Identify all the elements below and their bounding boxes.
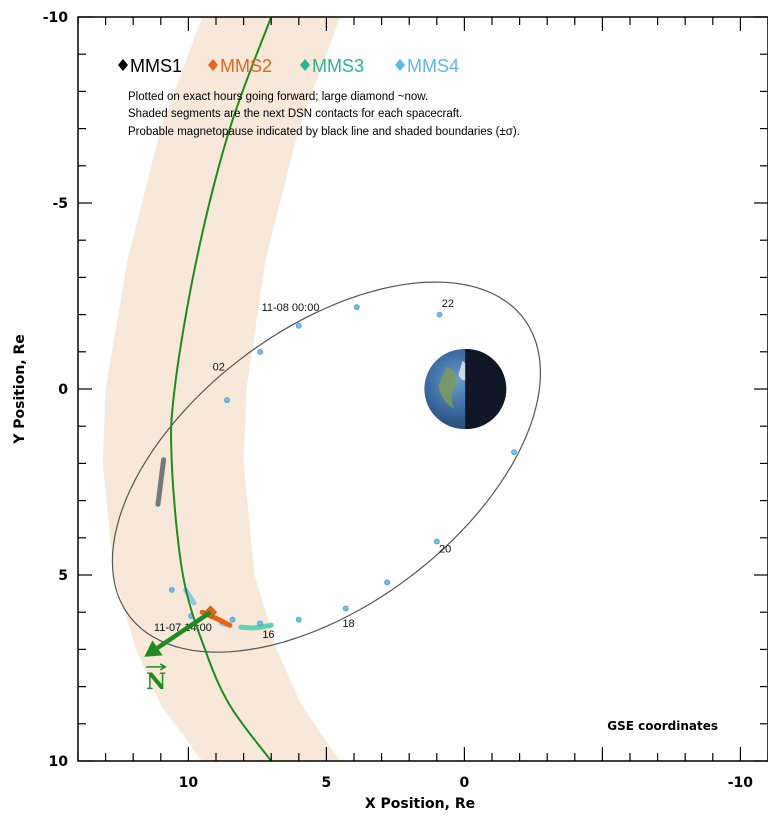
y-tick-label: 5 xyxy=(58,568,68,584)
orbit-time-label: 20 xyxy=(439,544,451,556)
orbit-time-label: 11-08 00:00 xyxy=(262,302,320,314)
hour-marker xyxy=(436,311,443,318)
hour-marker xyxy=(224,397,230,404)
x-axis-title: X Position, Re xyxy=(365,796,475,812)
orbit-time-label: 02 xyxy=(213,361,225,373)
dsn-segment-mms1 xyxy=(155,457,167,507)
dsn-segment-mms3 xyxy=(238,622,274,631)
hour-marker xyxy=(433,538,440,545)
hour-marker xyxy=(295,616,302,623)
hour-marker xyxy=(295,322,302,329)
note-line-3: Probable magnetopause indicated by black… xyxy=(128,126,520,138)
orbit-path xyxy=(111,281,542,653)
y-tick-label: -5 xyxy=(52,196,68,212)
magnetopause-line xyxy=(170,17,273,761)
legend-marker-mms2 xyxy=(208,59,218,71)
note-line-1: Plotted on exact hours going forward; la… xyxy=(128,91,428,103)
x-tick-label: 0 xyxy=(460,775,470,791)
hour-marker xyxy=(168,586,175,593)
legend-label-mms3: MMS3 xyxy=(312,56,364,76)
x-tick-label: 5 xyxy=(322,775,332,791)
hour-marker xyxy=(511,449,517,456)
y-tick-label: -10 xyxy=(43,10,69,26)
coordinate-system-label: GSE coordinates xyxy=(607,719,718,733)
y-tick-label: 10 xyxy=(49,754,69,770)
hour-marker xyxy=(342,605,349,612)
orbit-time-label: 11-07 14:00 xyxy=(154,622,212,634)
legend-marker-mms3 xyxy=(300,59,310,71)
plot-area: 11-08 00:00 22 02 20 18 16 11-07 14:00 N xyxy=(102,17,542,761)
axis-ticks: 10 5 0 -10 -10 -5 0 5 10 xyxy=(43,10,768,791)
hour-marker xyxy=(257,348,264,355)
x-tick-label: 10 xyxy=(179,775,199,791)
legend-label-mms2: MMS2 xyxy=(220,56,272,76)
earth-icon xyxy=(424,348,507,430)
normal-vector-arrowhead xyxy=(144,640,163,657)
orbit-time-label: 22 xyxy=(442,298,454,310)
hour-marker xyxy=(353,304,360,311)
y-tick-label: 0 xyxy=(58,382,68,398)
legend-label-mms1: MMS1 xyxy=(130,56,182,76)
notes: Plotted on exact hours going forward; la… xyxy=(128,91,520,138)
orbit-time-label: 18 xyxy=(342,618,354,630)
hour-marker xyxy=(229,616,236,623)
legend-marker-mms4 xyxy=(395,59,405,71)
normal-vector-shaft xyxy=(156,610,212,650)
normal-vector-label: N xyxy=(146,669,166,695)
hour-marker xyxy=(257,620,264,627)
y-axis-title: Y Position, Re xyxy=(12,334,28,445)
legend-marker-mms1 xyxy=(118,59,128,71)
legend: MMS1 MMS2 MMS3 MMS4 xyxy=(118,56,459,76)
note-line-2: Shaded segments are the next DSN contact… xyxy=(128,108,462,120)
magnetopause-uncertainty-band xyxy=(102,17,341,761)
orbit-time-label: 16 xyxy=(262,629,274,641)
x-tick-label: -10 xyxy=(728,775,754,791)
legend-label-mms4: MMS4 xyxy=(407,56,459,76)
hour-marker xyxy=(384,579,391,586)
